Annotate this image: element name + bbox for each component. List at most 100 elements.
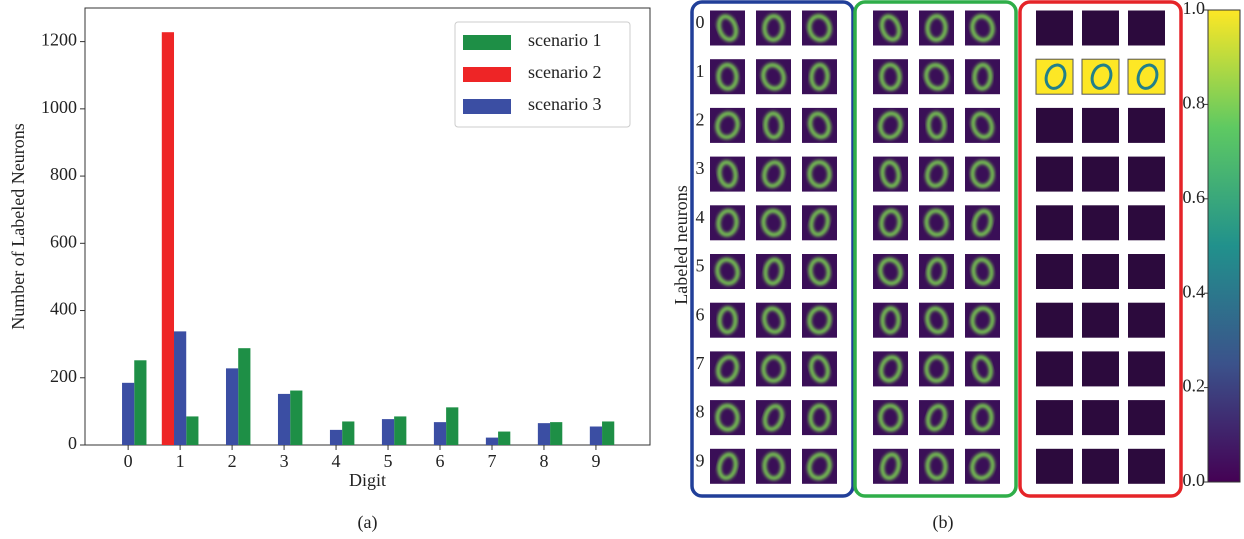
y-tick-label: 200 xyxy=(50,366,77,386)
bar xyxy=(290,390,303,445)
digit-stroke xyxy=(763,111,784,140)
legend-label: scenario 2 xyxy=(528,62,601,82)
digit-stroke xyxy=(762,403,785,432)
digit-image xyxy=(1036,302,1073,338)
digit-image xyxy=(1082,448,1119,484)
digit-stroke xyxy=(924,208,949,237)
row-label: 3 xyxy=(696,158,705,178)
y-tick-label: 0 xyxy=(68,433,77,453)
digit-image xyxy=(1128,107,1165,143)
digit-stroke xyxy=(925,452,948,481)
bar xyxy=(446,407,459,445)
digit-stroke xyxy=(717,160,738,189)
digit-stroke xyxy=(716,208,739,237)
digit-stroke xyxy=(761,208,786,237)
x-tick-label: 3 xyxy=(280,451,289,471)
legend-swatch xyxy=(463,67,511,82)
digit-stroke xyxy=(879,14,902,42)
row-label: 2 xyxy=(696,110,705,130)
digit-stroke xyxy=(971,403,994,432)
digit-stroke xyxy=(715,257,740,286)
digit-image xyxy=(1128,302,1165,338)
x-tick-label: 7 xyxy=(487,451,496,471)
x-axis-label: Digit xyxy=(349,470,386,490)
digit-image xyxy=(1128,10,1165,46)
row-label: 1 xyxy=(696,61,705,81)
digit-stroke xyxy=(970,306,995,335)
row-label: 4 xyxy=(696,207,705,227)
y-tick-label: 400 xyxy=(50,299,77,319)
y-tick-label: 600 xyxy=(50,231,77,251)
digit-stroke xyxy=(924,62,949,91)
digit-stroke xyxy=(807,14,832,42)
digit-stroke xyxy=(970,160,995,189)
row-label: 9 xyxy=(696,450,705,470)
digit-stroke xyxy=(879,355,902,383)
digit-stroke xyxy=(1136,63,1159,90)
digit-stroke xyxy=(715,403,740,432)
x-tick-label: 4 xyxy=(332,451,341,471)
digit-stroke xyxy=(808,111,831,140)
digit-stroke xyxy=(1044,63,1067,90)
digit-stroke xyxy=(925,306,948,335)
digit-stroke xyxy=(972,208,993,237)
digit-stroke xyxy=(809,355,830,383)
y-tick-label: 800 xyxy=(50,164,77,184)
bar xyxy=(122,382,135,445)
bar xyxy=(589,426,603,445)
digit-image xyxy=(1082,400,1119,436)
digit-image xyxy=(1036,400,1073,436)
colorbar xyxy=(1207,9,1241,483)
digit-image xyxy=(1036,10,1073,46)
digit-image xyxy=(1082,156,1119,192)
digit-stroke xyxy=(880,160,901,189)
bar xyxy=(277,393,291,445)
digit-stroke xyxy=(971,257,994,286)
group-frame xyxy=(690,0,855,498)
row-label: 7 xyxy=(696,353,705,373)
colorbar-tick-label: 0.2 xyxy=(1183,376,1206,396)
digit-stroke xyxy=(808,403,831,432)
digit-stroke xyxy=(716,62,739,91)
digit-stroke xyxy=(878,257,903,286)
bar xyxy=(550,422,563,445)
digit-image xyxy=(1082,351,1119,387)
digit-image xyxy=(1036,205,1073,241)
digit-stroke xyxy=(807,160,832,189)
row-label: 8 xyxy=(696,402,705,422)
row-label: 5 xyxy=(696,256,705,276)
colorbar-tick-label: 1.0 xyxy=(1183,0,1206,18)
digit-image xyxy=(1036,156,1073,192)
y-tick-label: 1000 xyxy=(41,97,77,117)
digit-stroke xyxy=(971,111,994,140)
bar xyxy=(433,422,447,445)
bar xyxy=(161,32,175,446)
x-tick-label: 0 xyxy=(124,451,133,471)
digit-stroke xyxy=(926,111,947,140)
digit-stroke xyxy=(878,111,903,140)
digit-stroke xyxy=(715,111,740,140)
digit-image xyxy=(1036,107,1073,143)
colorbar-tick-label: 0.8 xyxy=(1183,93,1206,113)
digit-image xyxy=(1082,107,1119,143)
digit-image xyxy=(1036,254,1073,289)
digit-stroke xyxy=(970,14,995,42)
y-axis-label: Labeled neurons xyxy=(671,185,691,304)
digit-stroke xyxy=(762,14,785,42)
digit-stroke xyxy=(762,452,785,481)
digit-stroke xyxy=(970,452,995,481)
digit-stroke xyxy=(879,208,902,237)
digit-stroke xyxy=(807,306,832,335)
legend-label: scenario 3 xyxy=(528,94,601,114)
digit-stroke xyxy=(880,306,901,335)
digit-image xyxy=(1128,156,1165,192)
bar xyxy=(498,431,511,445)
bar xyxy=(238,348,251,445)
y-tick-label: 1200 xyxy=(41,30,77,50)
digit-stroke xyxy=(1090,63,1113,90)
bar xyxy=(381,419,395,445)
digit-stroke xyxy=(717,452,738,481)
bar xyxy=(602,421,615,445)
